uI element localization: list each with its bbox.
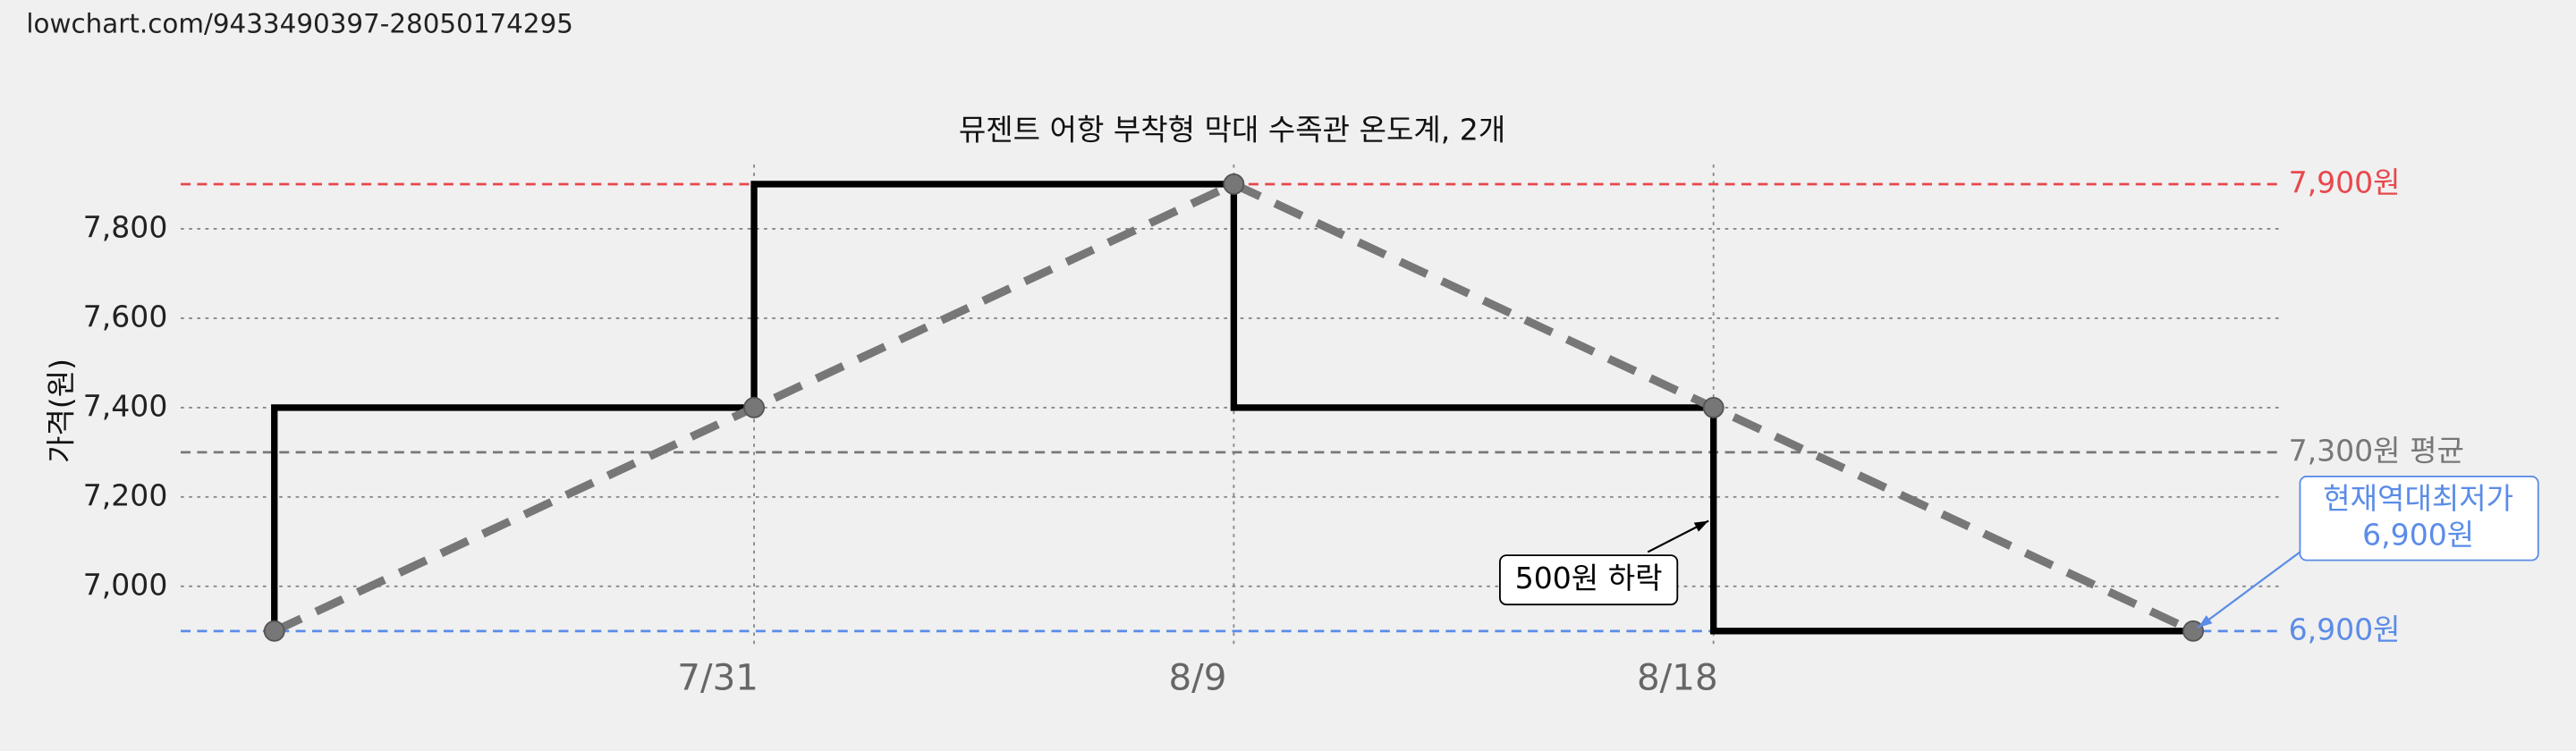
x-tick-label: 8/18 xyxy=(1637,656,1718,699)
url: lowchart.com/9433490397-28050174295 xyxy=(26,8,573,38)
arrow-head xyxy=(1693,520,1709,532)
point xyxy=(2182,620,2204,642)
arrow-head xyxy=(2198,615,2213,628)
point xyxy=(1702,396,1724,418)
annotation-text: 6,900원 xyxy=(2362,518,2474,553)
point xyxy=(1223,173,1245,195)
annotation-text: 500원 하락 xyxy=(1515,561,1663,595)
x-tick-label: 7/31 xyxy=(677,656,758,699)
y-tick-label: 7,600 xyxy=(83,299,168,333)
point xyxy=(263,620,285,642)
annotation-box xyxy=(1499,554,1679,606)
reference-label: 7,900원 xyxy=(2289,165,2401,199)
y-tick-label: 7,200 xyxy=(83,477,168,512)
annotation-arrow xyxy=(2197,551,2301,629)
point xyxy=(743,396,765,418)
y-tick-label: 7,000 xyxy=(83,567,168,602)
reference-label: 6,900원 xyxy=(2289,612,2401,646)
annotation-text: 현재역대최저가 xyxy=(2323,481,2513,516)
y-tick-label: 7,800 xyxy=(83,209,168,244)
reference-label: 7,300원 평균 xyxy=(2289,433,2464,468)
y-tick-label: 7,400 xyxy=(83,388,168,423)
x-tick-label: 8/9 xyxy=(1168,656,1226,699)
y-axis-label: 가격(원) xyxy=(43,359,78,463)
chart-title: 뮤젠트 어항 부착형 막대 수족관 온도계, 2개 xyxy=(959,113,1505,148)
annotation-box xyxy=(2299,476,2539,561)
